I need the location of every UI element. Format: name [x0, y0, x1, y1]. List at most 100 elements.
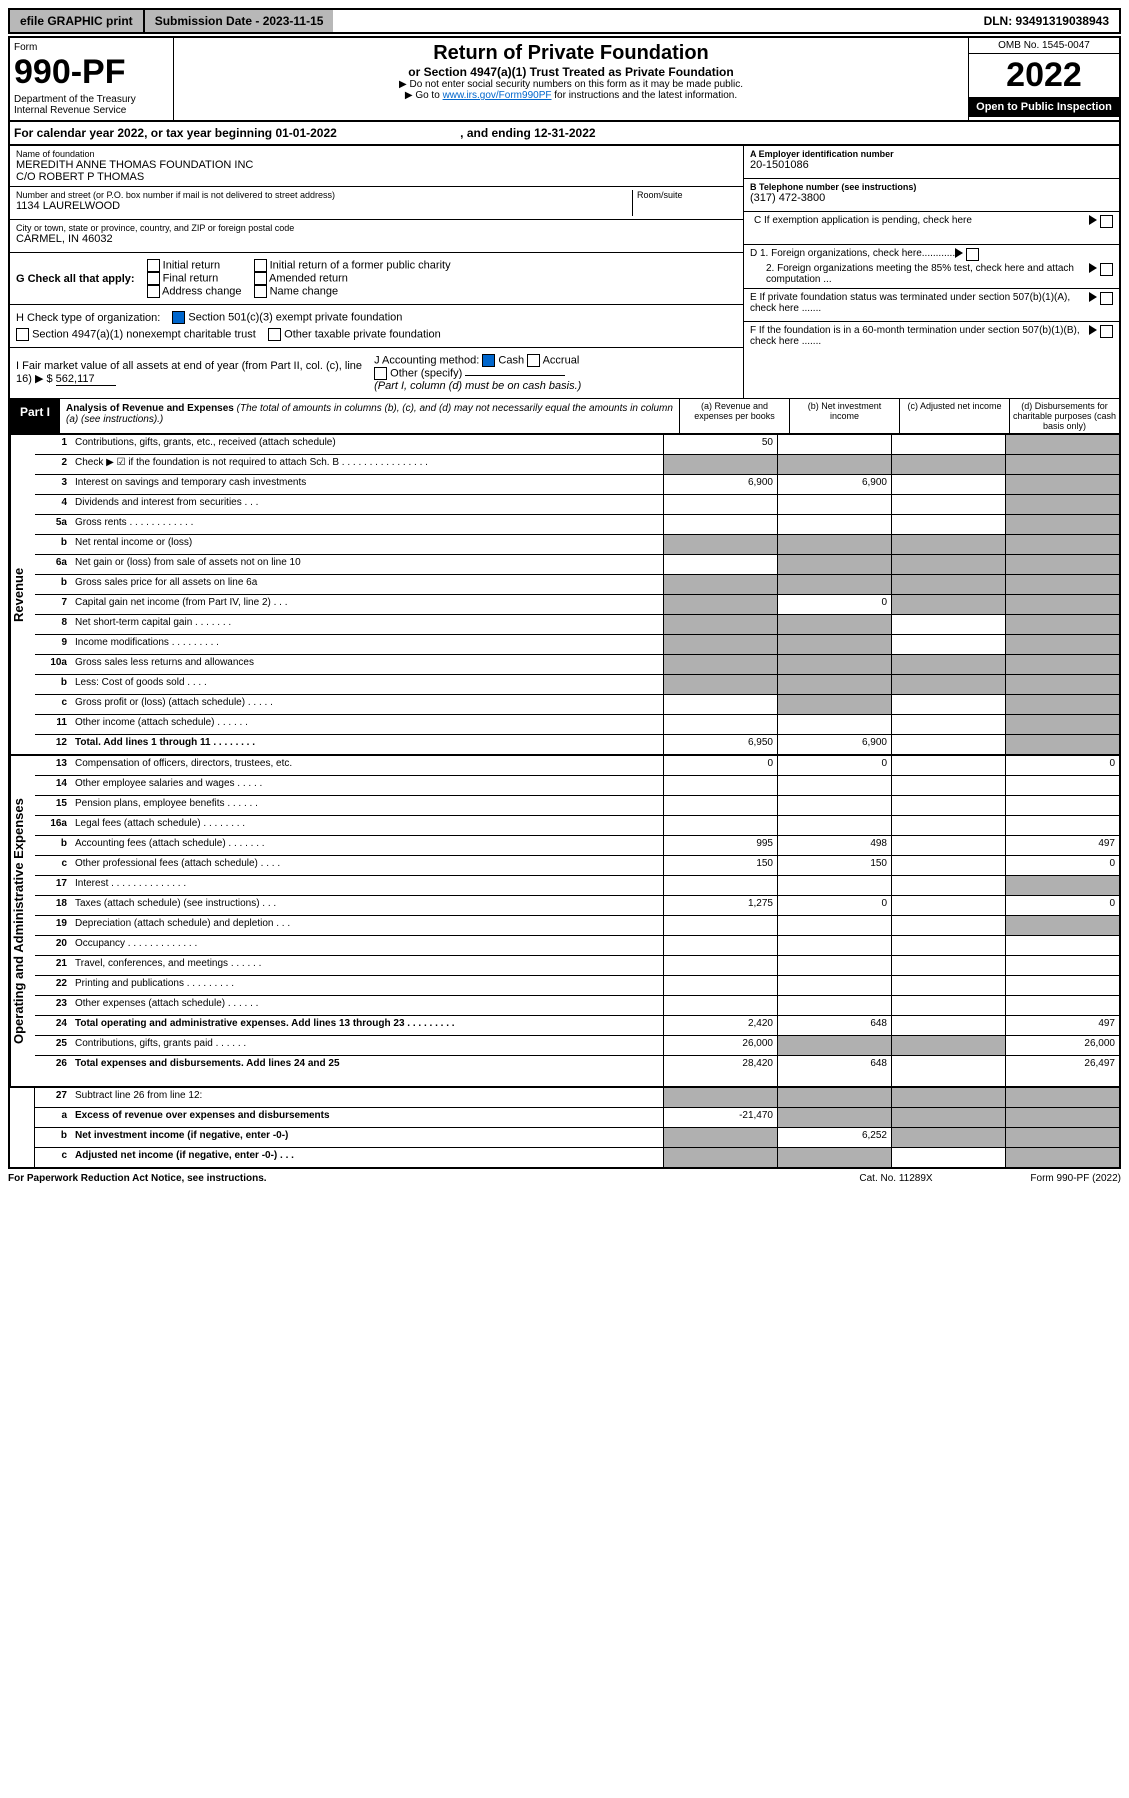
f-text: F If the foundation is in a 60-month ter…: [750, 325, 1089, 347]
form-header: Form 990-PF Department of the Treasury I…: [8, 36, 1121, 122]
table-row: bNet rental income or (loss): [35, 535, 1119, 555]
entity-left: Name of foundation MEREDITH ANNE THOMAS …: [10, 146, 743, 398]
table-row: 9Income modifications . . . . . . . . .: [35, 635, 1119, 655]
table-row: cGross profit or (loss) (attach schedule…: [35, 695, 1119, 715]
other-method-checkbox[interactable]: [374, 367, 387, 380]
ein: 20-1501086: [750, 159, 809, 171]
table-row: 18Taxes (attach schedule) (see instructi…: [35, 896, 1119, 916]
arrow-icon: [1089, 215, 1097, 225]
table-row: 13Compensation of officers, directors, t…: [35, 756, 1119, 776]
accrual-checkbox[interactable]: [527, 354, 540, 367]
table-row: bGross sales price for all assets on lin…: [35, 575, 1119, 595]
j-o2: Accrual: [543, 354, 580, 366]
address-change-checkbox[interactable]: [147, 285, 160, 298]
table-row: 26Total expenses and disbursements. Add …: [35, 1056, 1119, 1086]
foundation-co: C/O ROBERT P THOMAS: [16, 171, 737, 183]
initial-former-checkbox[interactable]: [254, 259, 267, 272]
footer-left: For Paperwork Reduction Act Notice, see …: [8, 1173, 821, 1184]
expenses-rows: 13Compensation of officers, directors, t…: [35, 756, 1119, 1086]
table-row: 7Capital gain net income (from Part IV, …: [35, 595, 1119, 615]
name-label: Name of foundation: [16, 149, 737, 159]
501c3-checkbox[interactable]: [172, 311, 185, 324]
table-row: 4Dividends and interest from securities …: [35, 495, 1119, 515]
header-center: Return of Private Foundation or Section …: [174, 38, 968, 120]
table-row: 16aLegal fees (attach schedule) . . . . …: [35, 816, 1119, 836]
form-title: Return of Private Foundation: [178, 42, 964, 65]
table-row: 12Total. Add lines 1 through 11 . . . . …: [35, 735, 1119, 754]
d2-checkbox[interactable]: [1100, 263, 1113, 276]
g-col2: Initial return of a former public charit…: [254, 259, 451, 298]
j-note: (Part I, column (d) must be on cash basi…: [374, 380, 581, 392]
address: 1134 LAURELWOOD: [16, 200, 632, 212]
expenses-table: Operating and Administrative Expenses 13…: [8, 756, 1121, 1088]
j-label: J Accounting method:: [374, 354, 479, 366]
revenue-rows: 1Contributions, gifts, grants, etc., rec…: [35, 435, 1119, 754]
tel: (317) 472-3800: [750, 192, 825, 204]
net-table: 27Subtract line 26 from line 12: aExcess…: [8, 1088, 1121, 1169]
g-o1: Initial return: [163, 259, 220, 271]
4947a1-checkbox[interactable]: [16, 328, 29, 341]
part1-title: Analysis of Revenue and Expenses: [66, 403, 234, 414]
cal-year-begin: For calendar year 2022, or tax year begi…: [14, 126, 337, 140]
table-row: 2Check ▶ ☑ if the foundation is not requ…: [35, 455, 1119, 475]
arrow-icon: [1089, 292, 1097, 302]
g-label: G Check all that apply:: [16, 273, 135, 285]
other-taxable-checkbox[interactable]: [268, 328, 281, 341]
e-row: E If private foundation status was termi…: [744, 289, 1119, 322]
part1-title-cell: Analysis of Revenue and Expenses (The to…: [60, 399, 679, 433]
table-row: aExcess of revenue over expenses and dis…: [35, 1108, 1119, 1128]
name-change-checkbox[interactable]: [254, 285, 267, 298]
form-note-1: ▶ Do not enter social security numbers o…: [178, 79, 964, 90]
other-specify-line: [465, 375, 565, 376]
goto-prefix: ▶ Go to: [405, 90, 443, 101]
net-spacer: [10, 1088, 35, 1167]
f-checkbox[interactable]: [1100, 325, 1113, 338]
efile-print-button[interactable]: efile GRAPHIC print: [10, 10, 145, 32]
expenses-side-label: Operating and Administrative Expenses: [10, 756, 35, 1086]
fmv-value: 562,117: [56, 373, 116, 386]
table-row: 3Interest on savings and temporary cash …: [35, 475, 1119, 495]
table-row: 6aNet gain or (loss) from sale of assets…: [35, 555, 1119, 575]
open-inspection: Open to Public Inspection: [969, 97, 1119, 117]
initial-return-checkbox[interactable]: [147, 259, 160, 272]
table-row: 8Net short-term capital gain . . . . . .…: [35, 615, 1119, 635]
form-link[interactable]: www.irs.gov/Form990PF: [443, 90, 552, 101]
tax-year: 2022: [969, 54, 1119, 97]
city: CARMEL, IN 46032: [16, 233, 737, 245]
address-row: Number and street (or P.O. box number if…: [10, 187, 743, 220]
part1-header: Part I Analysis of Revenue and Expenses …: [8, 398, 1121, 435]
d-row: D 1. Foreign organizations, check here..…: [744, 245, 1119, 289]
top-bar: efile GRAPHIC print Submission Date - 20…: [8, 8, 1121, 34]
amended-return-checkbox[interactable]: [254, 272, 267, 285]
section-i: I Fair market value of all assets at end…: [16, 360, 362, 386]
final-return-checkbox[interactable]: [147, 272, 160, 285]
room-label: Room/suite: [632, 190, 737, 216]
arrow-icon: [1089, 263, 1097, 273]
cal-year-end: , and ending 12-31-2022: [460, 126, 595, 140]
city-label: City or town, state or province, country…: [16, 223, 737, 233]
tel-row: B Telephone number (see instructions) (3…: [744, 179, 1119, 212]
c-row: C If exemption application is pending, c…: [744, 212, 1119, 245]
table-row: bLess: Cost of goods sold . . . .: [35, 675, 1119, 695]
submission-date: Submission Date - 2023-11-15: [145, 10, 334, 32]
table-row: 20Occupancy . . . . . . . . . . . . .: [35, 936, 1119, 956]
section-h: H Check type of organization: Section 50…: [10, 305, 743, 348]
g-o5: Amended return: [269, 272, 348, 284]
ein-label: A Employer identification number: [750, 149, 894, 159]
arrow-icon: [955, 248, 963, 258]
table-row: 1Contributions, gifts, grants, etc., rec…: [35, 435, 1119, 455]
foundation-name: MEREDITH ANNE THOMAS FOUNDATION INC: [16, 159, 737, 171]
revenue-table: Revenue 1Contributions, gifts, grants, e…: [8, 435, 1121, 756]
h-o1: Section 501(c)(3) exempt private foundat…: [188, 311, 402, 323]
tel-label: B Telephone number (see instructions): [750, 182, 916, 192]
cash-checkbox[interactable]: [482, 354, 495, 367]
table-row: 27Subtract line 26 from line 12:: [35, 1088, 1119, 1108]
e-checkbox[interactable]: [1100, 292, 1113, 305]
revenue-side-label: Revenue: [10, 435, 35, 754]
table-row: bNet investment income (if negative, ent…: [35, 1128, 1119, 1148]
d1-checkbox[interactable]: [966, 248, 979, 261]
j-o1: Cash: [498, 354, 524, 366]
section-ij: I Fair market value of all assets at end…: [10, 348, 743, 398]
g-col1: Initial return Final return Address chan…: [147, 259, 242, 298]
c-checkbox[interactable]: [1100, 215, 1113, 228]
